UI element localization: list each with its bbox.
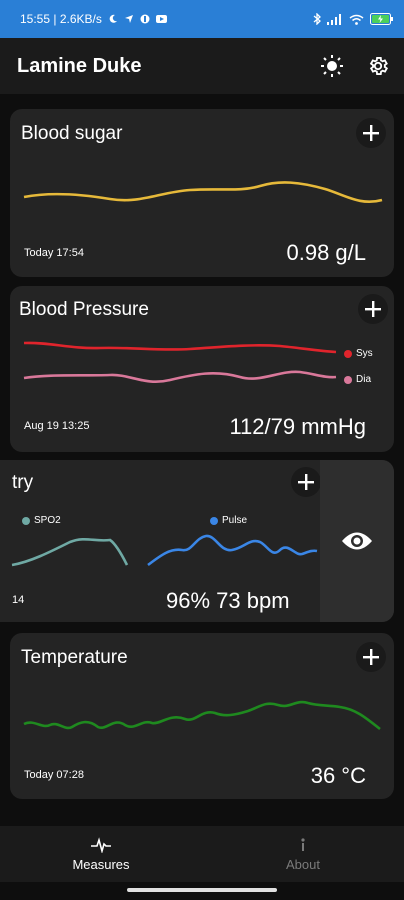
spo2-sparkline <box>11 537 129 567</box>
temperature-sparkline <box>23 700 381 731</box>
oximetry-value: 96% 73 bpm <box>166 588 290 613</box>
oximetry-side-panel[interactable] <box>320 460 394 622</box>
card-title: try <box>12 472 34 493</box>
temperature-value: 36 °C <box>310 763 366 788</box>
navigation-icon <box>124 15 133 23</box>
app-icon <box>140 14 150 24</box>
add-blood-sugar-button[interactable] <box>356 118 386 148</box>
blood-pressure-timestamp: Aug 19 13:25 <box>24 420 90 432</box>
legend-dia: Dia <box>344 374 371 385</box>
settings-icon[interactable] <box>366 54 390 78</box>
blood-sugar-sparkline <box>23 181 383 203</box>
legend-pulse: Pulse <box>210 515 247 526</box>
wifi-icon <box>349 14 364 25</box>
card-title: Blood Pressure <box>19 299 149 320</box>
plus-icon <box>363 649 379 665</box>
legend-sys: Sys <box>344 348 373 359</box>
oximetry-timestamp: 14 <box>12 594 25 606</box>
status-bar: 15:55 | 2.6KB/s <box>0 0 404 38</box>
blood-sugar-value: 0.98 g/L <box>286 240 366 265</box>
app-bar-actions <box>320 54 390 78</box>
moon-icon <box>109 14 117 23</box>
pulse-dot <box>210 516 218 525</box>
info-icon <box>301 837 305 851</box>
signal-icon <box>327 13 341 25</box>
nav-item-about[interactable]: About <box>202 826 404 882</box>
legend-label: Pulse <box>222 515 248 526</box>
youtube-icon <box>155 15 167 23</box>
nav-item-measures[interactable]: Measures <box>0 826 202 882</box>
plus-icon <box>298 474 314 490</box>
card-title: Temperature <box>21 647 128 668</box>
blood-pressure-value: 112/79 mmHg <box>229 414 366 439</box>
legend-label: Dia <box>356 374 372 385</box>
pulse-sparkline <box>147 534 318 567</box>
blood-sugar-card[interactable]: Blood sugar Today 17:54 0.98 g/L <box>10 109 394 277</box>
bluetooth-icon <box>313 13 321 25</box>
bottom-navigation: Measures About <box>0 826 404 882</box>
status-right <box>313 13 394 25</box>
spo2-dot <box>22 516 30 525</box>
temperature-timestamp: Today 07:28 <box>24 769 84 781</box>
blood-pressure-card[interactable]: Blood Pressure Sys Dia Aug 19 13:25 112/… <box>10 286 394 452</box>
home-indicator[interactable] <box>127 888 277 892</box>
dia-dot <box>344 375 352 384</box>
blood-pressure-sparkline <box>23 341 337 383</box>
eye-icon[interactable] <box>341 530 373 552</box>
app-bar: Lamine Duke <box>0 38 404 94</box>
sys-dot <box>344 349 352 358</box>
add-temperature-button[interactable] <box>356 642 386 672</box>
plus-icon <box>365 301 381 317</box>
status-time-network: 15:55 | 2.6KB/s <box>20 12 102 26</box>
blood-sugar-timestamp: Today 17:54 <box>24 247 84 259</box>
plus-icon <box>363 125 379 141</box>
pulse-icon <box>91 836 111 853</box>
app-title: Lamine Duke <box>17 54 142 77</box>
battery-icon <box>370 13 393 25</box>
legend-label: Sys <box>356 348 373 359</box>
card-title: Blood sugar <box>21 123 123 144</box>
temperature-card[interactable]: Temperature Today 07:28 36 °C <box>10 633 394 799</box>
brightness-icon[interactable] <box>320 54 344 78</box>
nav-label: About <box>286 856 320 872</box>
add-oximetry-button[interactable] <box>291 467 321 497</box>
status-left: 15:55 | 2.6KB/s <box>20 12 167 26</box>
nav-label: Measures <box>72 856 130 872</box>
oximetry-card[interactable]: try SPO2 Pulse 14 96% 73 bpm <box>0 460 394 622</box>
legend-label: SPO2 <box>34 515 61 526</box>
legend-spo2: SPO2 <box>22 515 61 526</box>
add-blood-pressure-button[interactable] <box>358 294 388 324</box>
